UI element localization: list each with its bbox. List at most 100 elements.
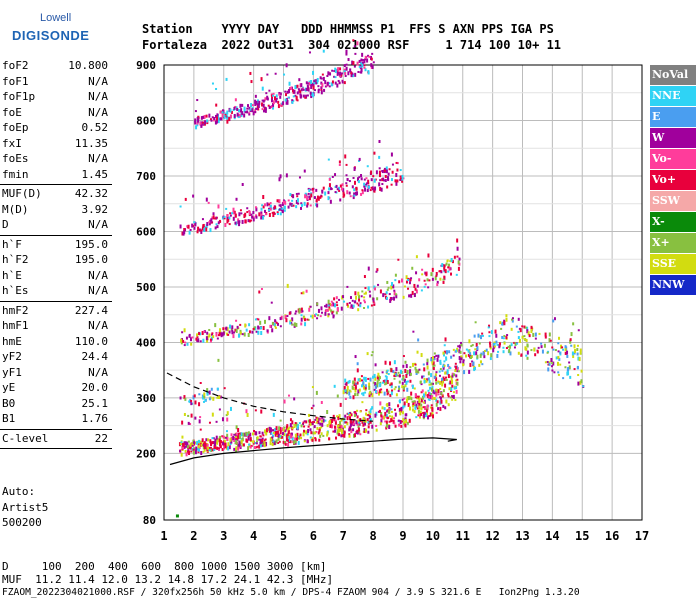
echo-point (340, 427, 343, 432)
echo-point (202, 444, 205, 447)
echo-point (343, 300, 346, 303)
echo-point (404, 423, 407, 428)
echo-point (403, 404, 406, 408)
param-value: 195.0 (74, 237, 108, 251)
x-tick-label: 12 (485, 529, 499, 543)
echo-point (378, 376, 381, 380)
echo-point (367, 430, 370, 434)
echo-point (353, 433, 356, 438)
echo-point (384, 420, 387, 423)
echo-point (273, 96, 276, 101)
echo-point (449, 260, 452, 263)
echo-point (394, 279, 397, 282)
echo-point (382, 177, 385, 180)
echo-point (451, 380, 454, 385)
echo-point (211, 412, 214, 417)
echo-point (286, 315, 289, 318)
echo-point (187, 450, 190, 453)
echo-point (448, 350, 451, 354)
echo-point (253, 326, 256, 329)
echo-point (208, 113, 211, 118)
echo-point (392, 369, 395, 373)
echo-point (349, 427, 352, 431)
echo-point (363, 376, 366, 381)
echo-point (378, 155, 381, 159)
echo-point (340, 72, 343, 75)
echo-point (375, 424, 378, 427)
echo-point (316, 302, 319, 306)
echo-point (413, 387, 416, 390)
echo-point (291, 317, 294, 322)
echo-point (457, 345, 460, 348)
echo-point (554, 349, 557, 352)
echo-point (346, 422, 349, 426)
echo-point (312, 421, 315, 424)
echo-point (502, 350, 505, 354)
echo-point (261, 86, 264, 91)
echo-point (226, 327, 229, 332)
echo-point (397, 371, 400, 374)
echo-point (226, 119, 229, 124)
echo-point (233, 433, 236, 436)
echo-point (196, 333, 199, 337)
echo-point (284, 315, 287, 320)
echo-point (279, 104, 282, 107)
echo-point (473, 368, 476, 372)
echo-point (322, 49, 325, 53)
param-row: fmin 1.45 (0, 168, 112, 184)
echo-point (401, 174, 404, 179)
echo-point (371, 186, 374, 191)
echo-point (200, 229, 203, 234)
echo-point (213, 445, 216, 450)
echo-point (424, 413, 427, 418)
echo-point (235, 197, 238, 201)
echo-point (302, 423, 305, 426)
echo-point (334, 173, 337, 177)
echo-point (577, 329, 580, 332)
echo-point (234, 213, 237, 218)
echo-point (320, 195, 323, 198)
echo-point (196, 447, 199, 451)
echo-point (361, 190, 364, 195)
echo-point (460, 341, 463, 344)
echo-point (500, 327, 503, 330)
echo-point (428, 398, 431, 401)
echo-point (276, 211, 279, 214)
echo-point (255, 215, 258, 219)
x-tick-label: 7 (340, 529, 347, 543)
echo-point (196, 230, 199, 234)
echo-point (334, 186, 337, 189)
echo-point (287, 436, 290, 439)
echo-point (314, 79, 317, 82)
echo-point (392, 419, 395, 424)
echo-point (450, 386, 453, 391)
param-row: foF1p N/A (0, 90, 112, 106)
echo-point (209, 228, 212, 233)
echo-point (299, 433, 302, 437)
echo-point (253, 445, 256, 449)
param-value: 24.4 (81, 350, 109, 363)
echo-point (390, 183, 393, 186)
echo-point (225, 207, 228, 210)
echo-point (429, 412, 432, 417)
echo-point (442, 376, 445, 381)
echo-point (410, 293, 413, 298)
echo-point (243, 106, 246, 111)
echo-point (363, 182, 366, 186)
echo-point (383, 391, 386, 396)
echo-point (353, 180, 356, 185)
echo-point (274, 326, 277, 329)
echo-point (358, 430, 361, 435)
echo-point (205, 197, 208, 202)
echo-point (221, 216, 224, 220)
echo-point (394, 424, 397, 428)
echo-point (214, 442, 217, 447)
echo-point (385, 381, 388, 385)
echo-point (279, 212, 282, 216)
param-value: 11.35 (74, 136, 108, 150)
echo-point (227, 333, 230, 336)
echo-point (185, 452, 188, 457)
echo-point (355, 412, 358, 416)
echo-point (493, 341, 496, 344)
echo-point (384, 174, 387, 178)
